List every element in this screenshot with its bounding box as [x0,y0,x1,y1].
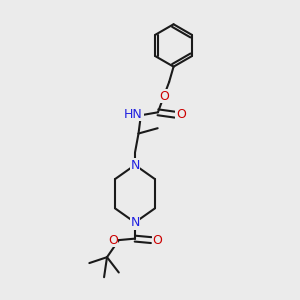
Text: N: N [130,158,140,172]
Text: O: O [159,90,169,103]
Text: O: O [108,234,118,247]
Text: HN: HN [124,108,143,121]
Text: O: O [152,234,162,247]
Text: N: N [130,216,140,229]
Text: O: O [176,108,186,121]
